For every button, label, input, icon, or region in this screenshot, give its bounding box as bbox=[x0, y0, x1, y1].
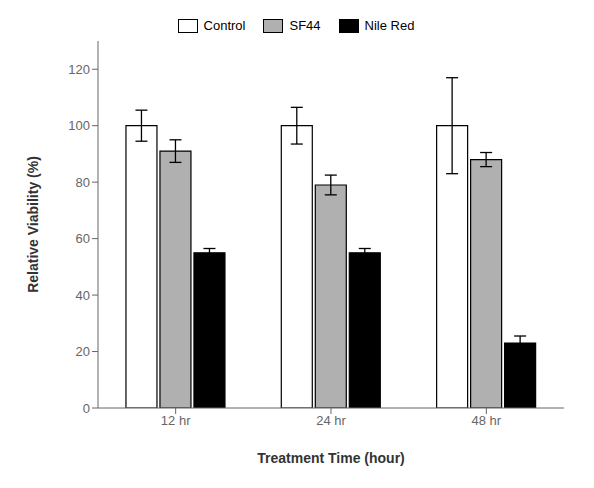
svg-text:40: 40 bbox=[76, 288, 90, 303]
svg-text:20: 20 bbox=[76, 344, 90, 359]
svg-text:100: 100 bbox=[68, 118, 90, 133]
svg-text:120: 120 bbox=[68, 62, 90, 77]
html-text:Nile Red: Nile Red bbox=[364, 18, 415, 33]
svg-text:Relative Viability (%): Relative Viability (%) bbox=[25, 156, 41, 293]
svg-text:0: 0 bbox=[83, 401, 90, 416]
svg-text:80: 80 bbox=[76, 175, 90, 190]
html-text:SF44: SF44 bbox=[289, 18, 321, 33]
svg-text:Treatment Time (hour): Treatment Time (hour) bbox=[257, 450, 405, 466]
svg-text:24 hr: 24 hr bbox=[316, 413, 346, 428]
svg-text:48 hr: 48 hr bbox=[472, 413, 502, 428]
svg-text:60: 60 bbox=[76, 231, 90, 246]
html-text:Control: Control bbox=[203, 18, 246, 33]
svg-text:12 hr: 12 hr bbox=[161, 413, 191, 428]
